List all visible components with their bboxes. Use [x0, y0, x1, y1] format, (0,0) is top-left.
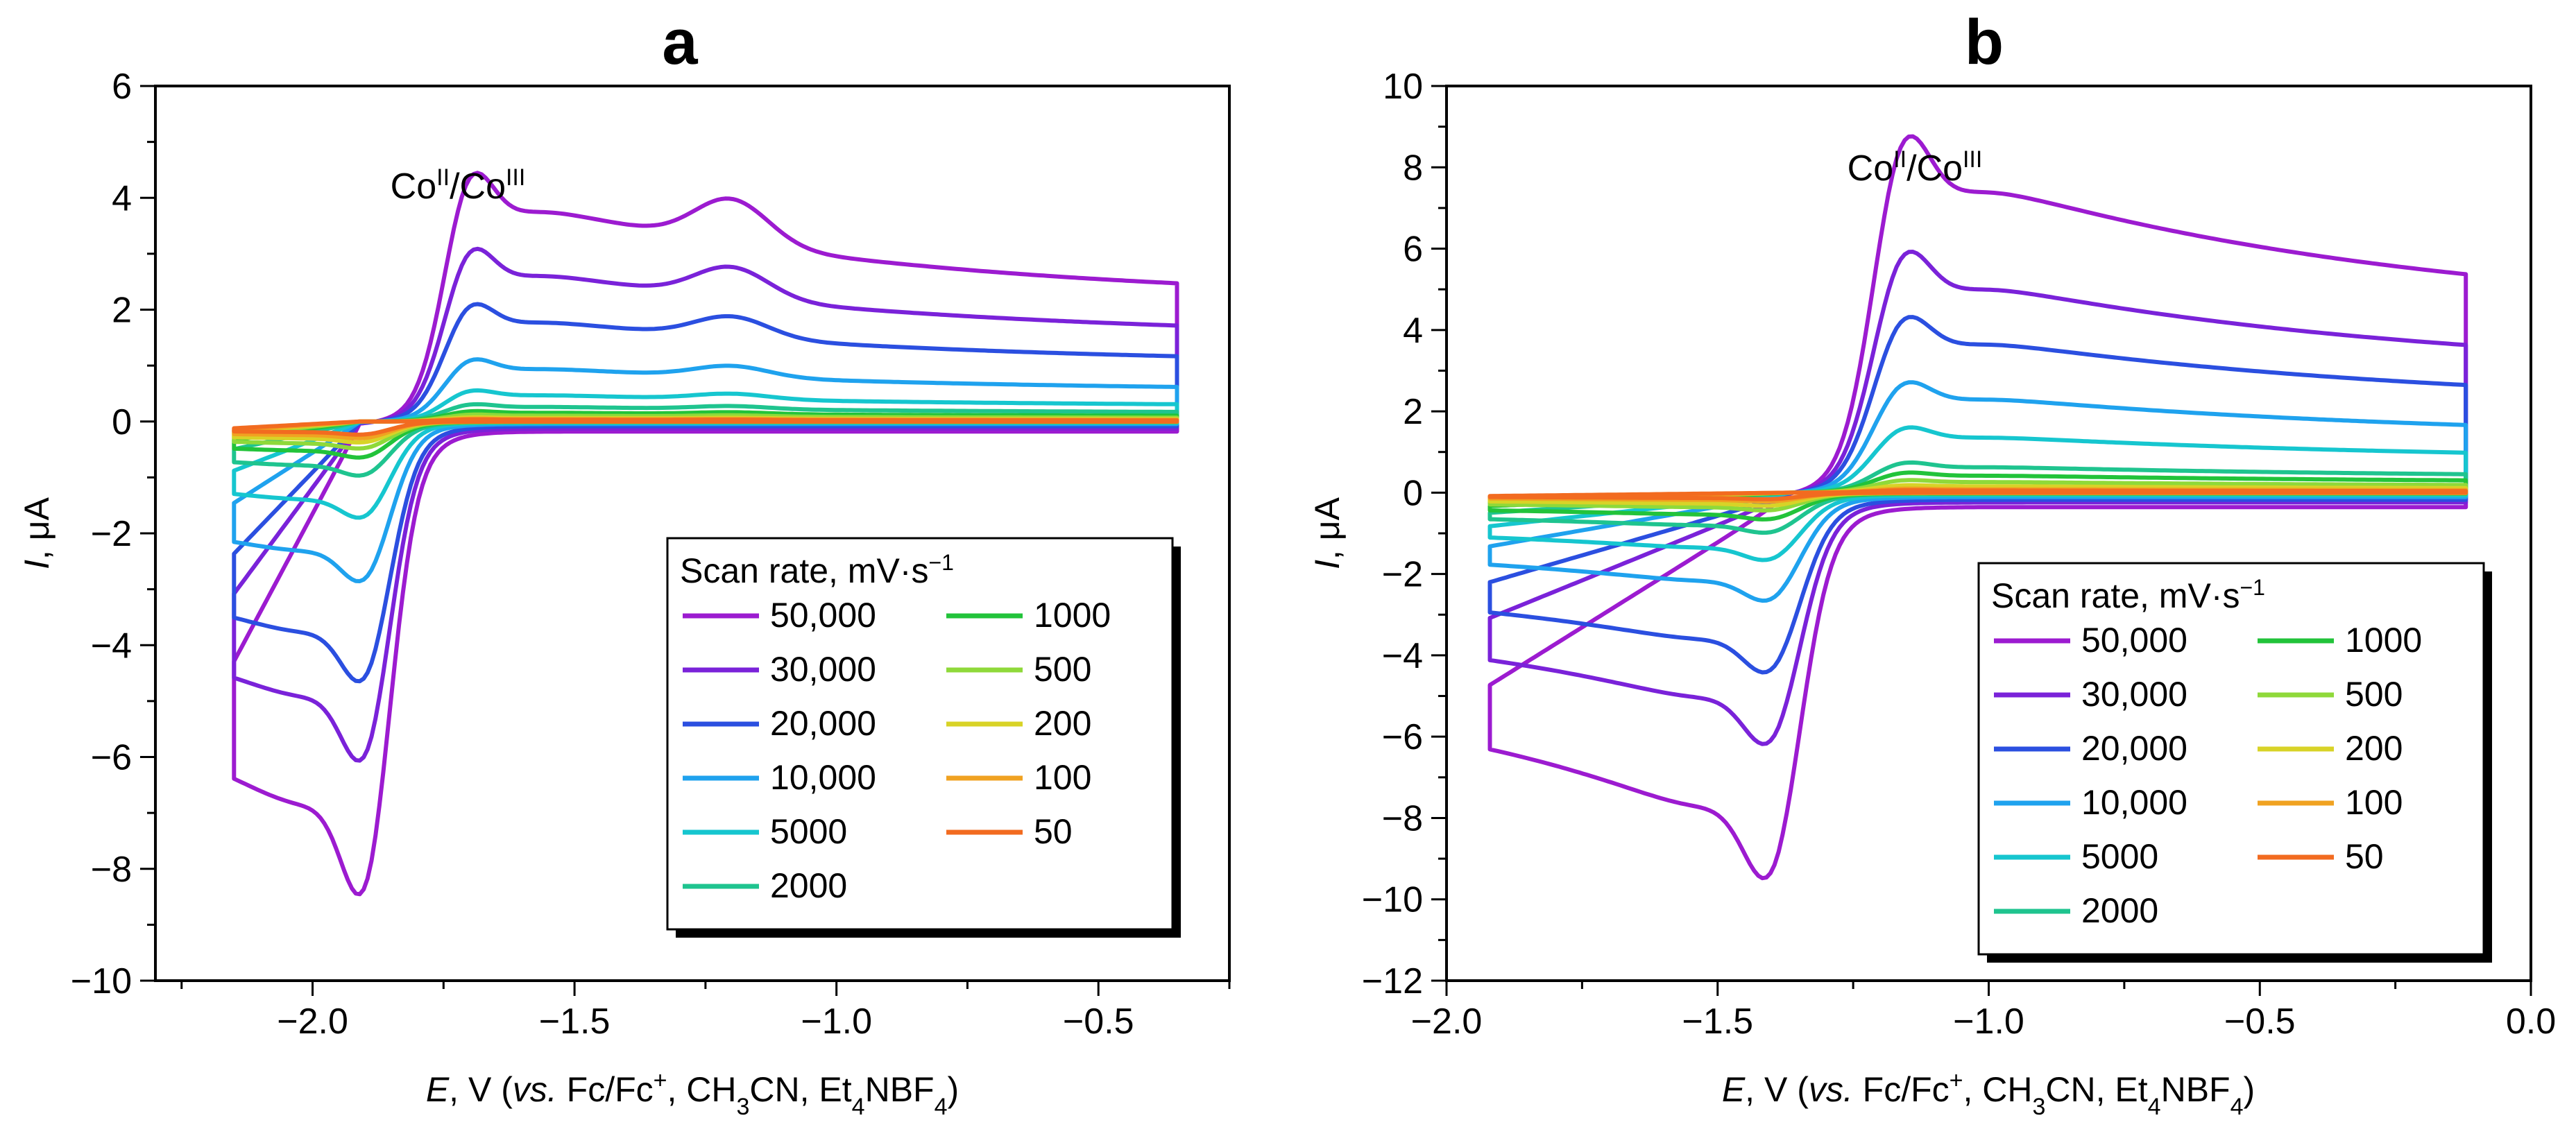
a-series-50	[232, 417, 1179, 437]
a-legend-label: 2000	[770, 866, 847, 905]
panel-b-xlabel: E, V (vs. Fc/Fc+, CH3CN, Et4NBF4)	[1722, 1067, 2255, 1120]
a-ytick-label: −4	[91, 626, 132, 666]
b-ytick-label: 4	[1403, 311, 1423, 351]
panel-b-legend: Scan rate, mV·s−1 50,000 30,000 20,000 10,0…	[1977, 562, 2492, 963]
a-xtick-label: −2.0	[277, 1001, 348, 1042]
b-ytick-label: −4	[1382, 636, 1423, 676]
a-legend-label: 1000	[1034, 596, 1111, 635]
a-xtick-label: −1.0	[801, 1001, 872, 1042]
panel-a-xlabel: E, V (vs. Fc/Fc+, CH3CN, Et4NBF4)	[426, 1067, 959, 1120]
panel-a-legend-items: 50,000 30,000 20,000 10,000 5000 2000 1000 500 2…	[683, 596, 1111, 905]
a-ytick-label: −10	[71, 961, 132, 1001]
b-ytick-label: −2	[1382, 555, 1423, 595]
panel-a-annotation: CoII/CoIII	[391, 164, 526, 207]
a-series-50,000	[232, 171, 1179, 897]
panel-a-legend-title: Scan rate, mV·s−1	[680, 550, 954, 590]
panel-b-legend-items: 50,000 30,000 20,000 10,000 5000 2000 1000 500 2…	[1994, 621, 2422, 930]
b-ytick-label: −8	[1382, 798, 1423, 838]
panel-a-legend-box	[666, 537, 1174, 931]
b-xtick-label: −2.0	[1411, 1001, 1483, 1042]
a-legend-label: 10,000	[770, 758, 876, 797]
b-legend-label: 30,000	[2081, 675, 2187, 714]
panel-b-ticks: −2.0 −1.5 −1.0 −0.5 0.0 −12 −10 −8 −6 −4 −2 0 2 4 6 8 10	[1362, 67, 2556, 1042]
b-legend-label: 100	[2345, 783, 2403, 822]
a-ytick-label: −2	[91, 514, 132, 554]
panel-a-ylabel: I, μA	[17, 497, 56, 569]
a-legend-label: 100	[1034, 758, 1091, 797]
panel-a-title: a	[662, 7, 698, 78]
a-xtick-label: −0.5	[1063, 1001, 1134, 1042]
b-ytick-label: 10	[1383, 67, 1423, 107]
a-ytick-label: 6	[112, 67, 132, 107]
b-ytick-label: −12	[1362, 961, 1423, 1001]
panel-b-legend-title: Scan rate, mV·s−1	[1991, 575, 2265, 615]
b-ytick-label: 0	[1403, 473, 1423, 513]
a-legend-label: 5000	[770, 812, 847, 851]
a-ytick-label: 0	[112, 402, 132, 442]
a-series-30,000	[232, 246, 1179, 763]
b-xtick-label: −1.0	[1953, 1001, 2024, 1042]
panel-b-curves	[1487, 134, 2468, 881]
b-legend-label: 10,000	[2081, 783, 2187, 822]
a-ytick-label: 4	[112, 178, 132, 218]
a-legend-label: 50	[1034, 812, 1073, 851]
panel-a-ticks: −2.0 −1.5 −1.0 −0.5 −10 −8 −6 −4 −2 0 2 4 6	[71, 67, 1231, 1042]
b-legend-label: 2000	[2081, 891, 2158, 930]
panel-b-title: b	[1965, 7, 2004, 78]
panel-b-annotation: CoII/CoIII	[1848, 146, 1983, 189]
b-xtick-label: 0.0	[2506, 1001, 2556, 1042]
b-legend-label: 200	[2345, 729, 2403, 768]
b-legend-label: 50,000	[2081, 621, 2187, 660]
a-xtick-label: −1.5	[539, 1001, 611, 1042]
a-legend-label: 30,000	[770, 650, 876, 689]
b-ytick-label: 2	[1403, 392, 1423, 432]
panel-a-legend: Scan rate, mV·s−1 50,000 30,000 20,000 10,0…	[666, 537, 1181, 938]
b-series-50	[1487, 488, 2468, 501]
panel-a: a −2.0 −1.5 −1.0 −0.5 −10 −8 −6 −4 −2 0 2 4 6 CoII/C…	[17, 7, 1231, 1120]
a-legend-label: 200	[1034, 704, 1091, 743]
panel-a-curves	[232, 171, 1179, 897]
panel-b-ylabel: I, μA	[1308, 497, 1347, 569]
b-legend-label: 500	[2345, 675, 2403, 714]
b-legend-label: 20,000	[2081, 729, 2187, 768]
b-ytick-label: −10	[1362, 880, 1423, 920]
b-legend-label: 50	[2345, 837, 2384, 876]
b-ytick-label: −6	[1382, 717, 1423, 757]
b-legend-label: 5000	[2081, 837, 2158, 876]
b-xtick-label: −1.5	[1682, 1001, 1753, 1042]
a-legend-label: 500	[1034, 650, 1091, 689]
a-ytick-label: 2	[112, 291, 132, 331]
b-ytick-label: 6	[1403, 230, 1423, 270]
a-legend-label: 20,000	[770, 704, 876, 743]
b-ytick-label: 8	[1403, 148, 1423, 188]
panel-b-legend-box	[1977, 562, 2485, 956]
b-legend-label: 1000	[2345, 621, 2422, 660]
b-series-50,000	[1487, 134, 2468, 881]
a-ytick-label: −6	[91, 738, 132, 778]
panel-b: b −2.0 −1.5 −1.0 −0.5 0.0 −12 −10 −8 −6 −4 −2 0 2 4 6 8…	[1308, 7, 2556, 1120]
a-series-20,000	[232, 302, 1179, 684]
a-ytick-label: −8	[91, 850, 132, 890]
b-xtick-label: −0.5	[2224, 1001, 2296, 1042]
a-legend-label: 50,000	[770, 596, 876, 635]
